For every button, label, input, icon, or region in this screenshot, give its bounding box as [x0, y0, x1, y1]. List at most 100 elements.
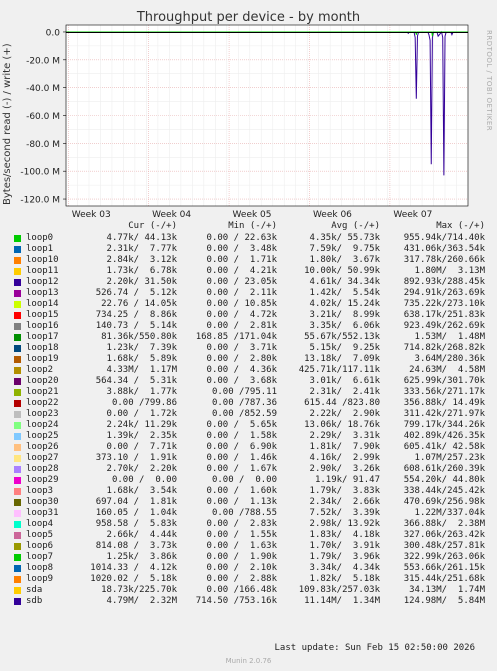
- legend-avg: 3.35k/ 6.06k: [309, 321, 380, 331]
- legend-swatch: [14, 411, 21, 418]
- legend-max: 923.49k/262.69k: [403, 321, 485, 331]
- x-tick-label: Week 04: [152, 210, 191, 220]
- legend-name: loop17: [26, 332, 59, 342]
- legend-avg: 4.35k/ 55.73k: [309, 233, 380, 243]
- legend-row: loop13 526.74 / 5.12k 0.00 / 2.11k 1.42k/ 5…: [0, 288, 497, 299]
- legend-avg: 10.00k/ 50.99k: [304, 266, 380, 276]
- legend-swatch: [14, 466, 21, 473]
- tick-label-layer: 0.0 -20.0 M -40.0 M -60.0 M -80.0 M -100.0 M -…: [20, 28, 432, 220]
- legend-swatch: [14, 290, 21, 297]
- legend-name: loop3: [26, 486, 54, 496]
- legend-cur: 564.34 / 5.31k: [95, 376, 177, 386]
- legend-avg: 7.52k/ 3.39k: [309, 508, 380, 518]
- legend-swatch: [14, 422, 21, 429]
- legend-cur: 1.23k/ 7.39k: [106, 343, 177, 353]
- legend-avg: 11.14M/ 1.34M: [304, 596, 380, 606]
- legend-row: loop5 2.66k/ 4.44k 0.00 / 1.55k 1.83k/ 4.18…: [0, 530, 497, 541]
- legend-max: 34.13M/ 1.74M: [409, 585, 485, 595]
- legend-cur: 1.73k/ 6.78k: [106, 266, 177, 276]
- legend-min: 0.00 / 3.68k: [206, 376, 277, 386]
- legend-max: 735.22k/273.10k: [403, 299, 485, 309]
- legend-cur: 1014.33 / 4.12k: [90, 563, 177, 573]
- legend-row: loop14 22.76 / 14.05k 0.00 / 10.85k 4.02k/ …: [0, 299, 497, 310]
- legend-min: 0.00 / 0.00: [211, 475, 277, 485]
- legend-swatch: [14, 433, 21, 440]
- legend-min: 0.00 / 1.60k: [206, 486, 277, 496]
- legend-max: 638.17k/251.83k: [403, 310, 485, 320]
- legend-name: loop7: [26, 552, 54, 562]
- x-tick-label: Week 07: [393, 210, 432, 220]
- legend-avg: 1.81k/ 7.90k: [309, 442, 380, 452]
- legend-avg: 3.21k/ 8.99k: [309, 310, 380, 320]
- legend-min: 0.00 / 23.05k: [206, 277, 277, 287]
- legend-min: 0.00 / 1.55k: [206, 530, 277, 540]
- plot-area: 0.0 -20.0 M -40.0 M -60.0 M -80.0 M -100.0 M -…: [20, 24, 469, 220]
- legend-max: 625.99k/301.70k: [403, 376, 485, 386]
- legend-name: loop14: [26, 299, 59, 309]
- legend-cur: 697.04 / 1.81k: [95, 497, 177, 507]
- legend-max: 431.06k/363.54k: [403, 244, 485, 254]
- last-update: Last update: Sun Feb 15 02:50:00 2026: [274, 643, 475, 653]
- legend-row: loop11 1.73k/ 6.78k 0.00 / 4.21k 10.00k/ 50…: [0, 266, 497, 277]
- legend-header-min: Min (-/+): [228, 221, 277, 231]
- legend-min: 0.00 / 3.71k: [206, 343, 277, 353]
- legend-max: 1.22M/337.04k: [414, 508, 485, 518]
- legend-avg: 2.98k/ 13.92k: [309, 519, 380, 529]
- legend-swatch: [14, 235, 21, 242]
- legend-avg: 4.02k/ 15.24k: [309, 299, 380, 309]
- legend-row: loop27 373.10 / 1.91k 0.00 / 1.46k 4.16k/ 2…: [0, 453, 497, 464]
- legend-max: 322.99k/263.06k: [403, 552, 485, 562]
- legend-cur: 2.66k/ 4.44k: [106, 530, 177, 540]
- legend-row: loop16 140.73 / 5.14k 0.00 / 2.81k 3.35k/ 6…: [0, 321, 497, 332]
- legend-cur: 2.31k/ 7.77k: [106, 244, 177, 254]
- legend-min: 0.00 / 2.10k: [206, 563, 277, 573]
- legend-cur: 3.88k/ 1.77k: [106, 387, 177, 397]
- legend-max: 124.98M/ 5.84M: [403, 596, 485, 606]
- legend-avg: 2.90k/ 3.26k: [309, 464, 380, 474]
- legend-max: 315.44k/251.68k: [403, 574, 485, 584]
- legend-avg: 1.19k/ 91.47: [314, 475, 380, 485]
- legend-min: 0.00 / 4.21k: [206, 266, 277, 276]
- legend-row: loop24 2.24k/ 11.29k 0.00 / 5.65k 13.06k/ 1…: [0, 420, 497, 431]
- legend-name: loop16: [26, 321, 59, 331]
- legend-name: loop22: [26, 398, 59, 408]
- legend-name: loop26: [26, 442, 59, 452]
- legend-header-cur: Cur (-/+): [128, 221, 177, 231]
- legend-swatch: [14, 598, 21, 605]
- legend-name: loop29: [26, 475, 59, 485]
- legend-avg: 3.34k/ 4.34k: [309, 563, 380, 573]
- y-tick-label: 0.0: [46, 28, 61, 38]
- legend-name: loop1: [26, 244, 54, 254]
- legend-row: loop10 2.84k/ 3.12k 0.00 / 1.71k 1.80k/ 3.6…: [0, 255, 497, 266]
- legend-name: loop18: [26, 343, 59, 353]
- legend-name: loop13: [26, 288, 59, 298]
- legend-max: 300.48k/257.81k: [403, 541, 485, 551]
- legend-avg: 2.22k/ 2.90k: [309, 409, 380, 419]
- legend-swatch: [14, 521, 21, 528]
- legend-avg: 5.15k/ 9.25k: [309, 343, 380, 353]
- legend-name: sdb: [26, 596, 43, 606]
- legend-avg: 1.83k/ 4.18k: [309, 530, 380, 540]
- legend-cur: 81.36k/550.80k: [101, 332, 177, 342]
- legend-swatch: [14, 543, 21, 550]
- legend-max: 311.42k/271.97k: [403, 409, 485, 419]
- legend-swatch: [14, 312, 21, 319]
- legend-cur: 1.25k/ 3.86k: [106, 552, 177, 562]
- legend-max: 333.56k/271.17k: [403, 387, 485, 397]
- legend-cur: 1.68k/ 5.89k: [106, 354, 177, 364]
- legend-name: loop6: [26, 541, 54, 551]
- legend-name: loop0: [26, 233, 54, 243]
- legend-row: sda 18.73k/225.70k 0.00 /166.48k 109.83k/25…: [0, 585, 497, 596]
- legend-swatch: [14, 576, 21, 583]
- legend-min: 714.50 /753.16k: [195, 596, 277, 606]
- legend-row: loop2 4.33M/ 1.17M 0.00 / 4.36k 425.71k/117…: [0, 365, 497, 376]
- legend-name: loop31: [26, 508, 59, 518]
- legend-row: loop3 1.68k/ 3.54k 0.00 / 1.60k 1.79k/ 3.83…: [0, 486, 497, 497]
- legend-avg: 2.29k/ 3.31k: [309, 431, 380, 441]
- munin-version: Munin 2.0.76: [225, 657, 272, 665]
- legend-avg: 13.06k/ 18.76k: [304, 420, 380, 430]
- legend-cur: 18.73k/225.70k: [101, 585, 177, 595]
- legend-min: 0.00 /166.48k: [206, 585, 277, 595]
- legend-row: loop22 0.00 /799.86 0.00 /787.36 615.44 /82…: [0, 398, 497, 409]
- legend-cur: 4.79M/ 2.32M: [106, 596, 177, 606]
